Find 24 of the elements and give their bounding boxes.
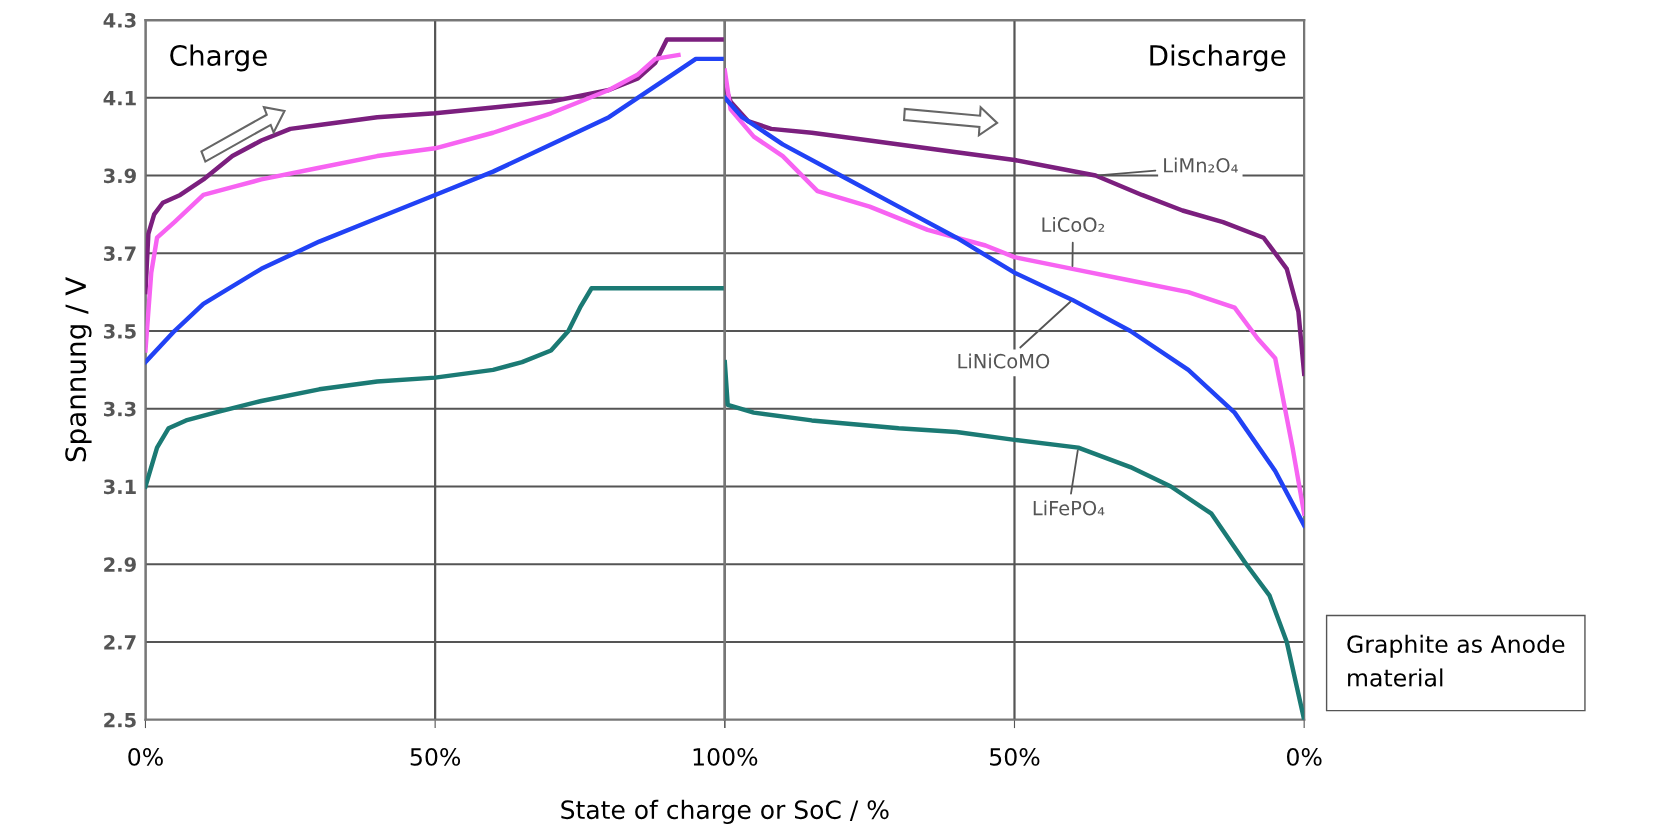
annotation: Discharge <box>1150 44 1286 72</box>
y-tick-label: 4.1 <box>103 90 136 106</box>
y-tick-label: 3.9 <box>103 168 136 184</box>
x-tick-label: 0% <box>1286 747 1322 766</box>
y-tick-label: 3.5 <box>103 323 136 339</box>
text: LiNiCoMO <box>958 353 1050 369</box>
y-axis-title: Spannung / V <box>65 276 92 462</box>
x-tick-label: 100% <box>693 747 758 766</box>
x-tick-label: 50% <box>990 747 1040 766</box>
y-tick-label: 4.3 <box>103 12 136 28</box>
text: LiFePO₄ <box>1033 500 1105 516</box>
series-label: LiMn₂O₄ <box>1164 157 1238 173</box>
y-tick-label: 3.1 <box>103 479 136 495</box>
x-tick-label: 50% <box>410 747 461 766</box>
y-tick-label: 2.5 <box>104 712 136 728</box>
y-tick-label: 2.9 <box>104 557 136 572</box>
text: Graphite as Anode material <box>1347 634 1565 687</box>
y-tick-label: 2.7 <box>104 634 136 650</box>
y-tick-label: 3.7 <box>103 246 136 261</box>
y-tick-label: 3.3 <box>103 401 136 417</box>
series-label: LiCoO₂ <box>1042 217 1105 233</box>
x-axis-title: State of charge or SoC / % <box>561 799 889 824</box>
annotation: Charge <box>170 44 267 72</box>
x-tick-label: 0% <box>128 747 163 766</box>
